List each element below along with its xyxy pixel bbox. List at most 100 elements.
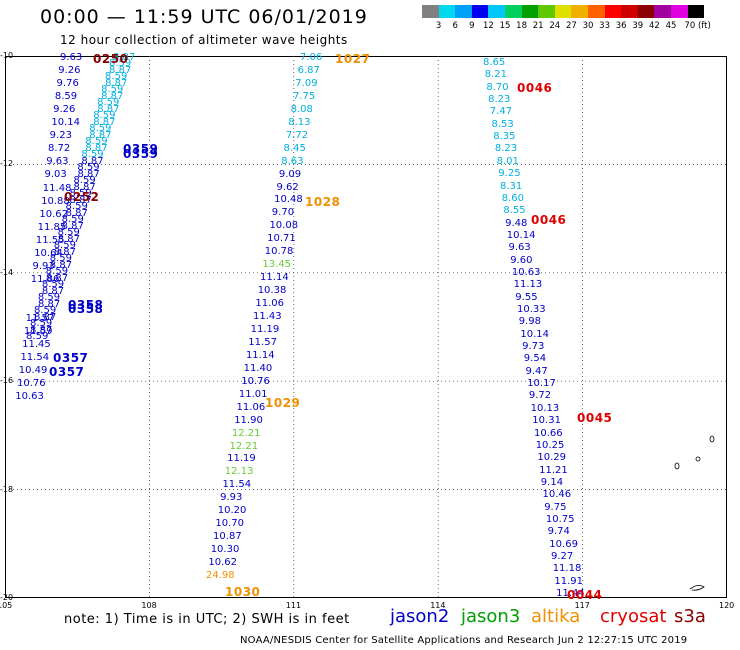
swh-value: 8.59 <box>73 175 96 186</box>
swh-value: 8.87 <box>81 156 104 167</box>
swh-value: 9.63 <box>46 156 69 168</box>
swh-value: 7.09 <box>295 77 318 89</box>
swh-value: 8.59 <box>81 149 104 160</box>
swh-value: 10.48 <box>274 194 303 206</box>
scale-swatch <box>521 5 539 18</box>
swh-value: 10.17 <box>527 378 556 390</box>
swh-value: 8.87 <box>113 52 136 63</box>
swh-value: 10.87 <box>213 531 242 543</box>
swh-value: 6.87 <box>297 64 320 76</box>
scale-swatch <box>471 5 489 18</box>
swh-value: 8.87 <box>77 169 100 180</box>
swh-value: 9.93 <box>220 492 243 504</box>
scale-swatch <box>504 5 522 18</box>
swh-value: 8.70 <box>486 81 509 93</box>
pass-time-label: 0359 <box>123 147 159 161</box>
swh-value: 11.90 <box>234 414 263 426</box>
scale-swatch <box>455 5 472 18</box>
swh-value: 8.87 <box>109 65 132 76</box>
swh-value: 8.59 <box>77 162 100 173</box>
latitude-tick-label: -20 <box>0 593 14 602</box>
pass-time-label: 0044 <box>567 588 603 602</box>
swh-value: 11.14 <box>260 272 289 284</box>
swh-value: 8.21 <box>484 69 507 81</box>
page-title: 00:00 — 11:59 UTC 06/01/2019 <box>40 6 368 28</box>
swh-value: 11.19 <box>250 323 280 335</box>
color-scale: 3 6 9 12 15 18 21 24 27 30 33 36 39 42 45 70 (ft) <box>422 5 711 31</box>
page-subtitle: 12 hour collection of altimeter wave hei… <box>60 33 348 47</box>
swh-value: 10.20 <box>217 505 247 517</box>
swh-value: 8.53 <box>491 118 514 130</box>
swh-value: 8.87 <box>49 260 73 271</box>
swh-value: 8.23 <box>488 94 511 106</box>
footnote: note: 1) Time is in UTC; 2) SWH is in fe… <box>64 612 350 627</box>
swh-value: 24.98 <box>206 570 235 581</box>
scale-swatch <box>488 5 505 18</box>
scale-label: 42 <box>648 21 660 31</box>
latitude-tick-label: -16 <box>0 376 14 386</box>
scale-label: 70 (ft) <box>684 21 711 31</box>
latitude-tick-label: -12 <box>0 159 14 169</box>
pass-time-label: 1028 <box>305 195 341 209</box>
swh-value: 8.59 <box>105 71 128 82</box>
scale-label: 21 <box>532 21 544 31</box>
scale-label: 30 <box>582 21 594 31</box>
scale-swatch <box>637 5 655 18</box>
swh-value: 9.55 <box>515 291 538 303</box>
swh-value: 10.62 <box>39 208 68 220</box>
swh-value: 12.21 <box>231 427 261 439</box>
swh-value: 10.14 <box>51 117 81 129</box>
scale-label: 33 <box>599 21 611 31</box>
scale-swatch <box>670 5 688 18</box>
swh-value: 7.75 <box>292 90 316 102</box>
swh-value: 9.74 <box>547 526 570 538</box>
island-outline <box>695 456 701 462</box>
swh-value: 10.69 <box>549 538 578 550</box>
swh-value: 8.87 <box>57 234 80 245</box>
swh-value: 10.64 <box>34 247 63 259</box>
swh-value: 7.47 <box>489 106 513 118</box>
legend-cryosat: cryosat <box>600 606 667 627</box>
swh-value: 10.33 <box>517 304 546 315</box>
swh-value: 8.87 <box>53 247 77 258</box>
swh-value: 10.13 <box>530 402 560 414</box>
swh-value: 8.59 <box>65 201 88 212</box>
swh-value: 9.98 <box>518 316 541 328</box>
swh-value: 11.57 <box>25 313 55 324</box>
swh-value: 8.59 <box>54 91 78 103</box>
swh-value: 8.59 <box>45 266 69 277</box>
scale-label: 12 <box>482 21 494 31</box>
scale-swatch <box>422 5 439 18</box>
swh-value: 8.87 <box>61 221 84 232</box>
swh-value: 8.08 <box>290 103 313 115</box>
swh-value: 11.45 <box>22 339 51 351</box>
pass-time-label: 0250 <box>93 52 129 66</box>
longitude-tick-label: 114 <box>430 601 446 610</box>
swh-value: 12.21 <box>229 440 259 452</box>
swh-value: 7.06 <box>300 52 323 63</box>
swh-value: 8.87 <box>97 104 120 115</box>
swh-value: 8.35 <box>493 131 516 143</box>
swh-value: 8.59 <box>37 292 61 303</box>
scale-label: 27 <box>565 21 577 31</box>
swh-value: 12.13 <box>224 466 254 478</box>
swh-value: 9.14 <box>540 476 564 488</box>
scale-swatch <box>438 5 456 18</box>
swh-value: 8.23 <box>494 143 518 155</box>
scale-label: 6 <box>452 21 458 31</box>
swh-value: 9.76 <box>56 78 79 90</box>
scale-swatch <box>538 5 555 18</box>
swh-value: 8.87 <box>45 273 69 284</box>
legend-altika: altika <box>531 606 581 627</box>
swh-value: 8.59 <box>101 84 124 95</box>
swh-value: 11.18 <box>552 563 582 575</box>
island-outline <box>709 435 715 443</box>
swh-value: 8.87 <box>30 325 53 336</box>
map-plot: -10 -12 -14 -16 -18 -20105 108 111 114 117 120 9.63… <box>0 51 734 610</box>
scale-label: 39 <box>632 21 644 31</box>
swh-value: 10.08 <box>269 220 299 232</box>
scale-swatch <box>554 5 572 18</box>
swh-value: 9.93 <box>32 260 55 272</box>
swh-value: 10.14 <box>506 229 536 241</box>
scale-swatch <box>587 5 605 18</box>
